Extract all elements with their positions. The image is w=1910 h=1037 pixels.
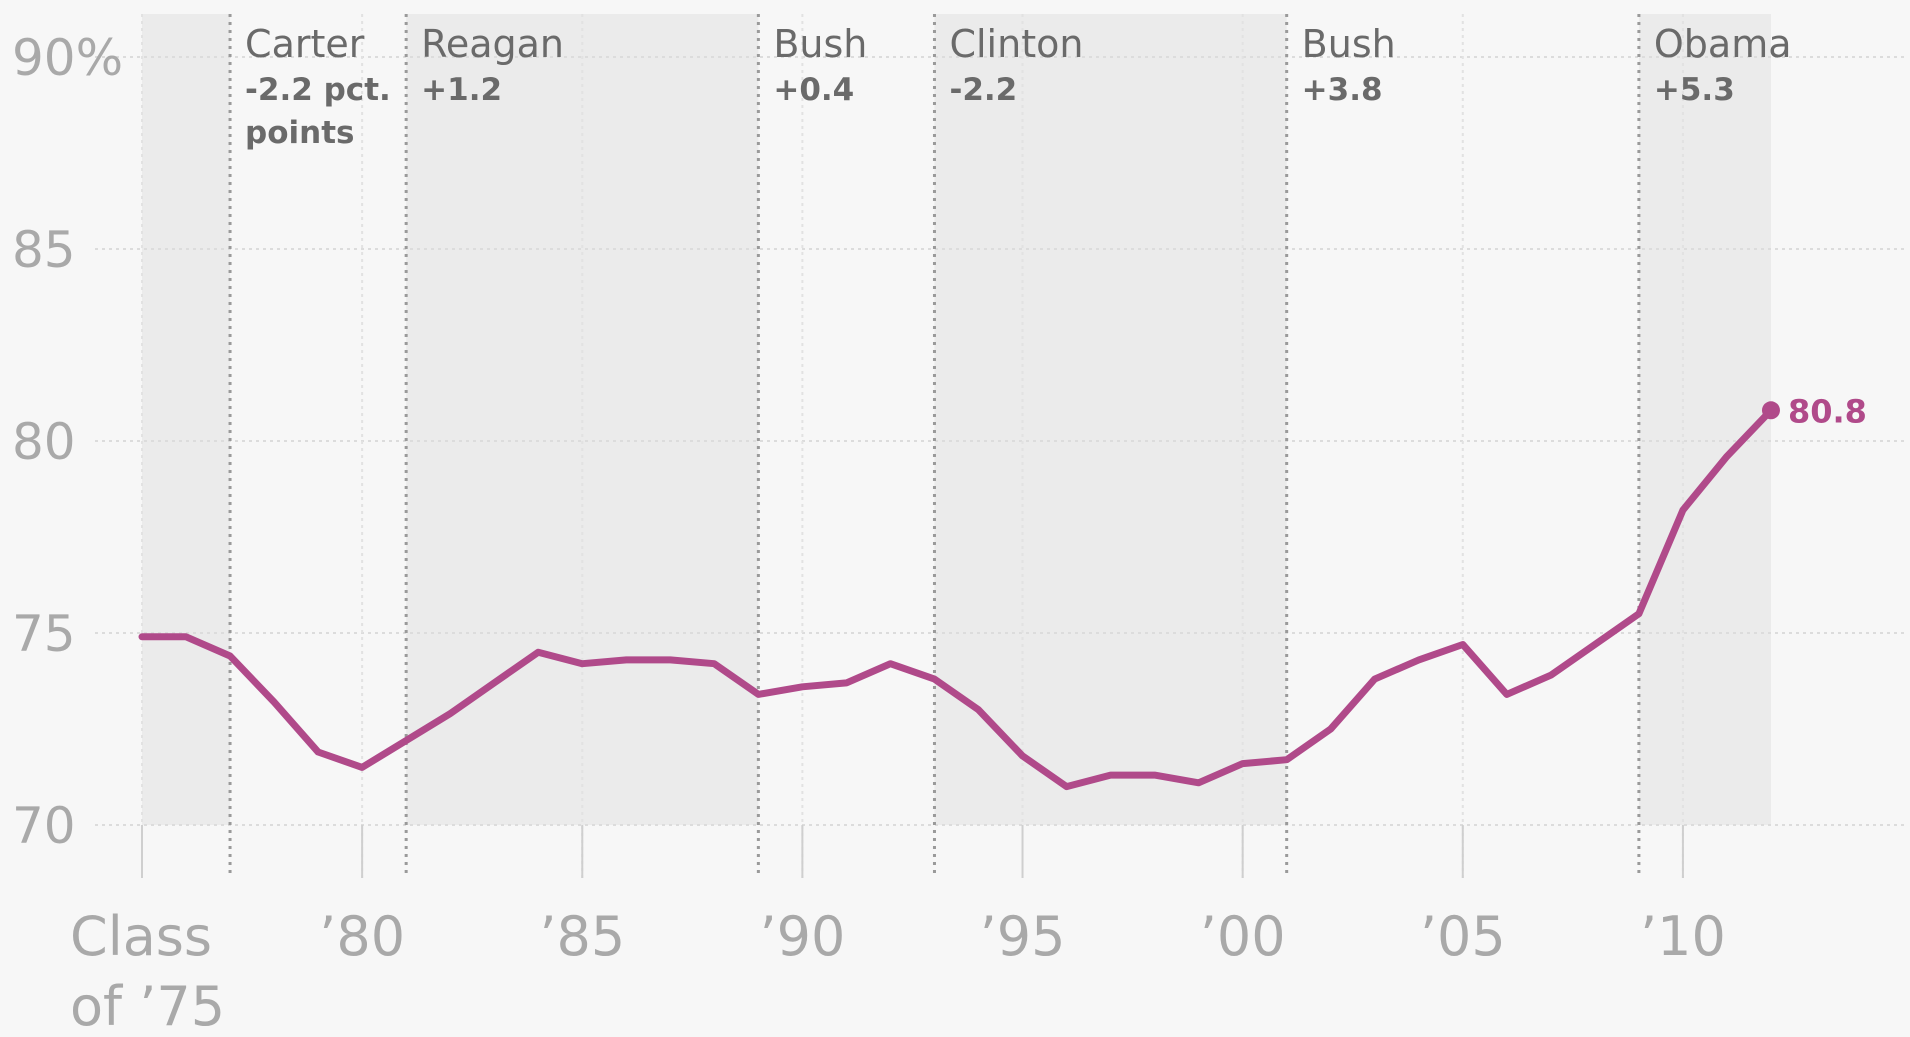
- series-layer: [138, 406, 1775, 791]
- x-tick-label-1975-line-1: of ’75: [70, 975, 225, 1037]
- era-band-6: [1638, 14, 1771, 825]
- era-change-5: +3.8: [1302, 72, 1383, 108]
- y-tick-label-70: 70: [12, 797, 76, 855]
- era-name-5: Bush: [1302, 22, 1396, 66]
- annotations-layer: 80.8: [1761, 392, 1867, 430]
- end-point-marker-0: [1761, 401, 1780, 420]
- era-name-2: Reagan: [421, 22, 564, 66]
- gridlines-layer: [95, 14, 1905, 878]
- y-tick-label-80: 80: [12, 413, 76, 471]
- era-name-1: Carter: [245, 22, 365, 66]
- era-change-3: +0.4: [773, 72, 854, 108]
- era-change-1-line-0: -2.2 pct.: [245, 72, 391, 108]
- era-band-4: [934, 14, 1287, 825]
- era-name-4: Clinton: [949, 22, 1083, 66]
- era-change-1-line-1: points: [245, 115, 354, 151]
- x-tick-label-2010: ’10: [1640, 905, 1726, 968]
- x-tick-label-1975-line-0: Class: [70, 905, 212, 968]
- x-tick-label-2000: ’00: [1200, 905, 1286, 968]
- era-band-0: [142, 14, 231, 825]
- era-change-4: -2.2: [949, 72, 1017, 108]
- era-labels-layer: Carter -2.2 pct. points Reagan +1.2 Bush +0.4 C…: [245, 22, 1791, 151]
- era-change-2: +1.2: [421, 72, 502, 108]
- x-axis: Class of ’75 ’80 ’85 ’90 ’95 ’00 ’05 ’10: [70, 825, 1726, 1037]
- x-tick-label-1980: ’80: [319, 905, 405, 968]
- era-name-3: Bush: [773, 22, 867, 66]
- end-point-label-0: 80.8: [1788, 392, 1867, 430]
- x-tick-label-1990: ’90: [759, 905, 845, 968]
- era-dividers-layer: [228, 14, 1641, 878]
- x-tick-label-1985: ’85: [539, 905, 625, 968]
- y-tick-label-75: 75: [12, 605, 76, 663]
- x-tick-label-2005: ’05: [1420, 905, 1506, 968]
- x-tick-label-1995: ’95: [980, 905, 1066, 968]
- era-name-6: Obama: [1654, 22, 1792, 66]
- era-change-6: +5.3: [1654, 72, 1735, 108]
- y-tick-label-85: 85: [12, 221, 76, 279]
- y-tick-label-90: 90%: [12, 29, 123, 87]
- series-line-0: [138, 406, 1775, 791]
- era-shading-layer: [142, 14, 1771, 825]
- y-axis: 90% 85 80 75 70: [12, 29, 123, 855]
